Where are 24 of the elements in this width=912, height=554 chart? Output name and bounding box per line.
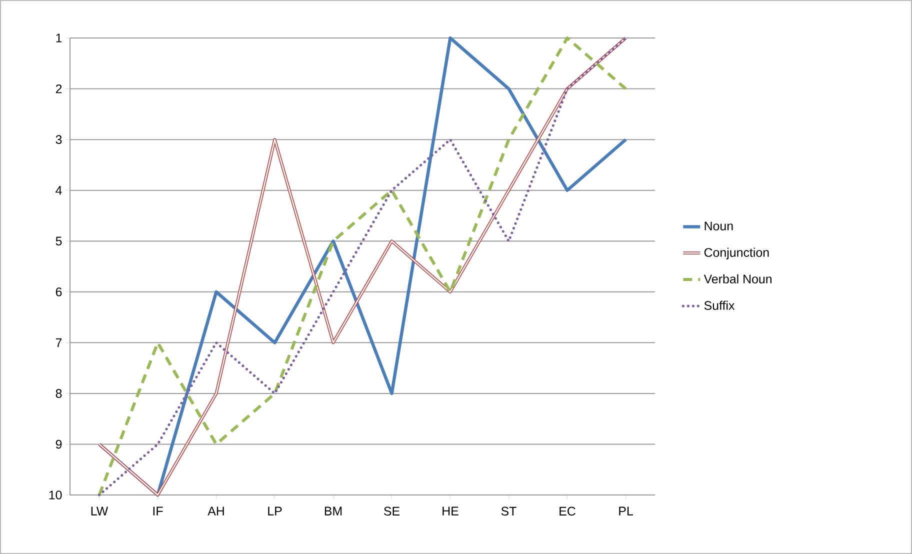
x-tick-label: ST (501, 506, 516, 516)
y-tick-label: 8 (56, 389, 62, 398)
y-tick-label: 4 (56, 186, 62, 195)
y-tick-label: 10 (49, 490, 62, 500)
x-tick-label: AH (208, 506, 224, 516)
y-tick-label: 7 (56, 338, 62, 347)
x-tick-label: HE (442, 506, 458, 516)
x-tick-label: EC (560, 506, 576, 516)
y-tick-label: 6 (56, 287, 62, 296)
y-tick-label: 5 (56, 236, 62, 246)
x-tick-label: SE (384, 506, 400, 516)
x-tick-label: IF (153, 506, 163, 516)
y-tick-label: 9 (56, 440, 62, 449)
legend-label: Noun (704, 222, 733, 230)
y-tick-label: 1 (56, 34, 62, 42)
x-tick-label: LP (268, 506, 282, 516)
legend-label: Verbal Noun (704, 274, 772, 284)
x-tick-label: PL (619, 506, 633, 516)
x-tick-label: BM (324, 506, 342, 516)
y-tick-label: 2 (56, 84, 62, 94)
y-tick-label: 3 (56, 135, 62, 144)
legend-label: Suffix (704, 300, 735, 310)
x-tick-label: LW (91, 506, 108, 516)
legend-label: Conjunction (704, 248, 769, 260)
